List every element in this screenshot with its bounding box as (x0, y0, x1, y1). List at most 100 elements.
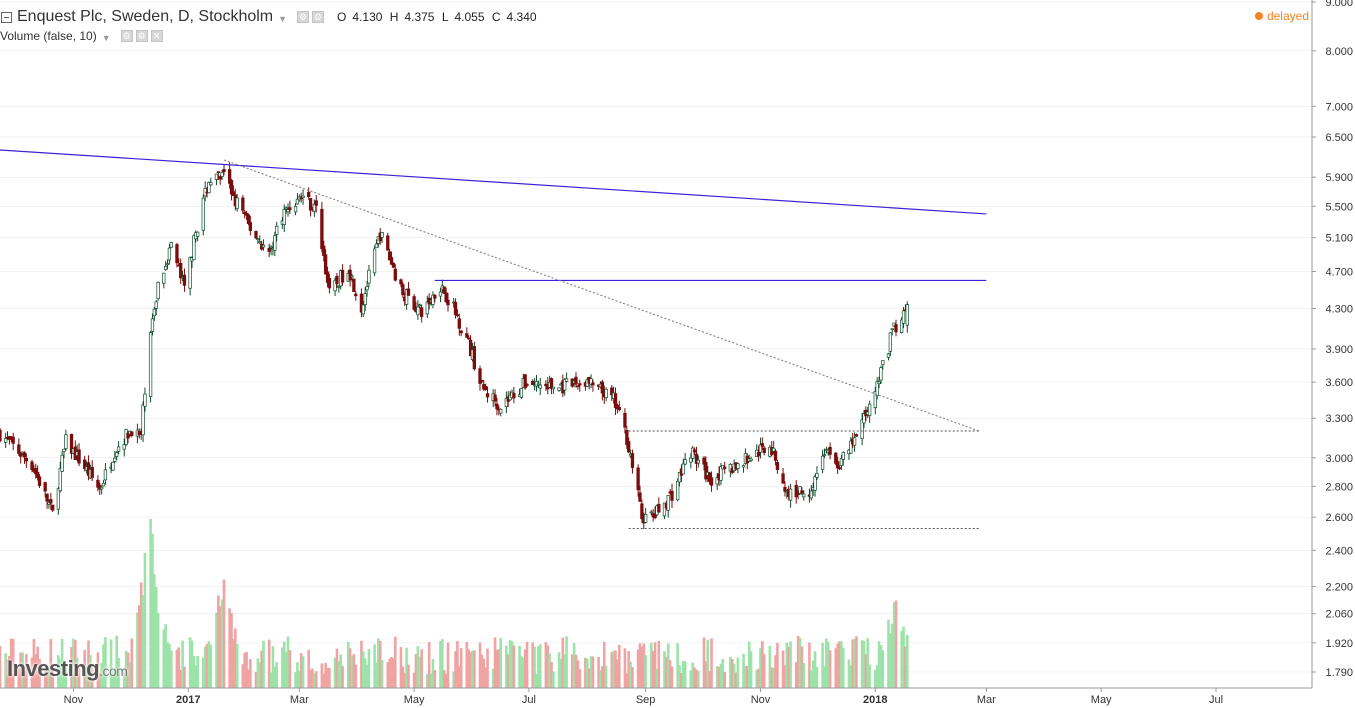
volume-bar (230, 612, 233, 688)
candle-body (241, 197, 245, 211)
settings-icon[interactable]: ⚙ (120, 30, 133, 42)
volume-bar (823, 666, 826, 688)
candle-body (273, 235, 277, 251)
x-tick-label: Mar (290, 694, 309, 706)
volume-bar (392, 658, 395, 688)
volume-bar (275, 662, 279, 688)
candle-body (256, 238, 260, 241)
x-tick-label: May (404, 694, 425, 706)
collapse-icon[interactable] (1, 11, 12, 23)
candle-body (551, 386, 556, 390)
candle-body (167, 247, 172, 261)
volume-bar (151, 533, 154, 688)
volume-bar (45, 665, 49, 688)
candle-body (372, 248, 377, 274)
volume-bar (393, 636, 397, 688)
volume-bar (678, 664, 681, 688)
candle-body (335, 275, 339, 285)
volume-bar (72, 638, 75, 688)
volume-bar (11, 639, 15, 688)
volume-bar (446, 642, 450, 688)
candle-body (19, 453, 23, 457)
candle-body (207, 182, 211, 194)
volume-bar (576, 660, 580, 688)
volume-bar (604, 665, 608, 688)
volume-bar (768, 645, 772, 688)
volume-bar (855, 636, 858, 688)
volume-bar (478, 642, 482, 688)
volume-bar (794, 662, 798, 688)
volume-bar (215, 612, 218, 688)
chart-title[interactable]: Enquest Plc, Sweden, D, Stockholm (17, 8, 274, 25)
candle-body (216, 171, 221, 173)
candle-body (741, 465, 746, 468)
volume-bar (691, 662, 695, 688)
settings-icon-2[interactable]: ⚙ (312, 11, 325, 23)
candle-body (195, 231, 200, 237)
candle-body (103, 469, 108, 481)
x-tick-label: Sep (636, 694, 656, 706)
x-tick-label: Nov (751, 694, 771, 706)
volume-bar (821, 642, 824, 688)
candle-body (350, 275, 354, 278)
candle-body (707, 472, 712, 482)
candle-body (209, 182, 213, 186)
chevron-down-icon[interactable]: ▼ (278, 13, 288, 24)
candle-body (613, 393, 618, 408)
candle-body (393, 268, 397, 281)
volume-bar (587, 668, 591, 688)
candle-body (165, 263, 170, 266)
candle-body (308, 198, 313, 211)
volume-bar (427, 642, 431, 688)
candle-body (51, 504, 55, 511)
volume-bar (557, 652, 561, 688)
candle-body (657, 503, 661, 513)
close-icon[interactable]: ✕ (150, 30, 163, 42)
candle-body (293, 205, 298, 213)
volume-bar (439, 640, 442, 688)
volume-bar (523, 649, 527, 688)
volume-bar (354, 664, 358, 688)
volume-bar (838, 641, 841, 688)
volume-label[interactable]: Volume (false, 10) (0, 29, 97, 43)
low-label: L (441, 10, 449, 24)
volume-bar (6, 659, 9, 688)
candle-body (30, 461, 34, 470)
candle-body (591, 382, 595, 386)
settings-icon[interactable]: ⚙ (297, 11, 310, 23)
candle-body (877, 381, 881, 384)
volume-bar (141, 595, 145, 688)
candle-body (894, 324, 898, 333)
candle-body (22, 452, 27, 458)
volume-bar (241, 664, 245, 688)
volume-bar (506, 654, 510, 688)
chevron-down-icon[interactable]: ▼ (101, 32, 111, 43)
volume-bar (497, 649, 501, 688)
candle-body (901, 310, 906, 324)
candle-body (64, 434, 68, 449)
candle-body (728, 464, 733, 472)
volume-bar (399, 647, 403, 688)
volume-bar (670, 666, 674, 688)
volume-bar (203, 646, 207, 688)
volume-bar (441, 639, 444, 688)
volume-bar (719, 663, 723, 688)
volume-bar (407, 664, 410, 688)
candle-body (589, 378, 593, 385)
candle-body (282, 209, 286, 225)
candle-body (126, 432, 130, 439)
volume-bar (102, 644, 105, 688)
volume-bar (299, 653, 303, 688)
delayed-label: delayed (1266, 9, 1309, 23)
candle-body (677, 472, 682, 483)
candle-body (841, 451, 845, 460)
volume-bar (505, 645, 508, 688)
volume-bar (732, 663, 736, 688)
volume-bar (188, 637, 192, 688)
candle-body (169, 242, 173, 248)
volume-bar (235, 643, 239, 688)
settings-icon-2[interactable]: ⚙ (135, 30, 148, 42)
candle-body (875, 380, 879, 397)
candle-body (835, 461, 840, 469)
